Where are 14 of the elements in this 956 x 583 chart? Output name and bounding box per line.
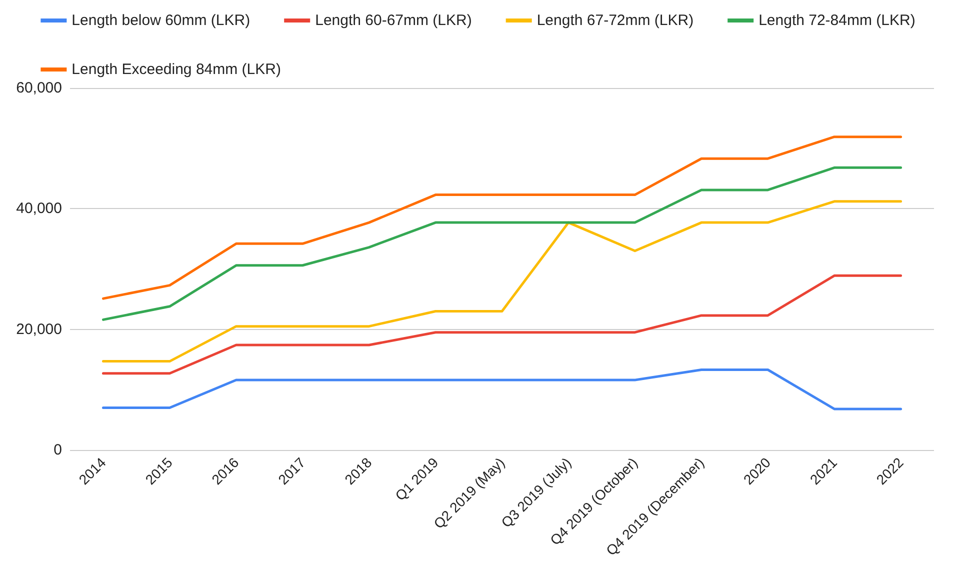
y-tick-label: 60,000	[16, 80, 62, 96]
y-tick-label: 20,000	[16, 320, 62, 338]
legend-label: Length 67-72mm (LKR)	[536, 12, 694, 29]
legend-label: Length 60-67mm (LKR)	[315, 12, 472, 29]
line-series	[102, 368, 902, 410]
line-series	[102, 274, 902, 375]
line-series	[102, 166, 902, 321]
legend-label: Length below 60mm (LKR)	[72, 12, 250, 29]
y-tick-label: 0	[54, 442, 62, 458]
legend-label: Length Exceeding 84mm (LKR)	[72, 61, 281, 78]
legend-label: Length 72-84mm (LKR)	[758, 12, 916, 29]
y-tick-label: 40,000	[16, 200, 62, 218]
line-series	[102, 136, 902, 300]
line-series	[102, 200, 902, 363]
